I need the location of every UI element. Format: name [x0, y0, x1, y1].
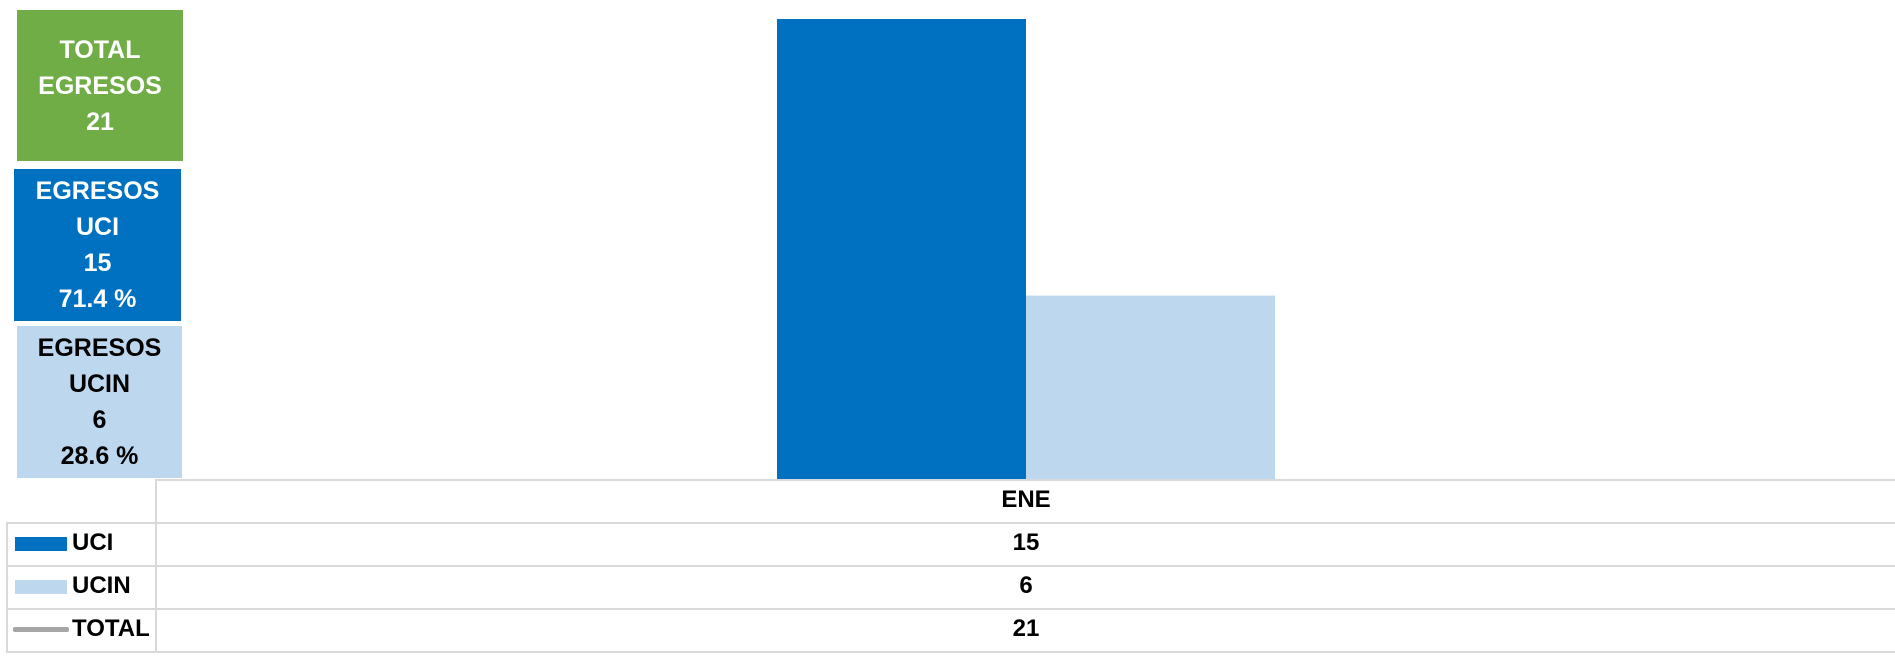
bar-chart	[777, 19, 1275, 480]
total-egresos-box: TOTAL EGRESOS 21	[17, 10, 183, 161]
bar-ucin-ene	[1026, 295, 1275, 480]
egresos-ucin-value: 6	[92, 406, 107, 434]
table-cell-uci-ene: 15	[1012, 529, 1040, 556]
egresos-uci-percent: 71.4 %	[58, 285, 137, 313]
table-row-border-3	[6, 608, 1895, 610]
total-egresos-value: 21	[86, 107, 114, 136]
table-header-ene: ENE	[1001, 486, 1051, 513]
total-egresos-line2: EGRESOS	[38, 71, 162, 100]
legend-key-uci	[15, 537, 67, 551]
egresos-ucin-percent: 28.6 %	[60, 442, 139, 470]
egresos-ucin-line1: EGRESOS	[37, 334, 162, 362]
table-row-border-2	[6, 565, 1895, 567]
egresos-ucin-box: EGRESOS UCIN 6 28.6 %	[17, 326, 182, 478]
table-row-border-1	[6, 522, 1895, 524]
total-egresos-line1: TOTAL	[59, 35, 141, 64]
egresos-uci-line2: UCI	[75, 213, 120, 241]
legend-label-ucin: UCIN	[72, 572, 131, 599]
table-bottom-border	[6, 651, 1895, 653]
bar-uci-ene	[777, 19, 1026, 480]
egresos-uci-box: EGRESOS UCI 15 71.4 %	[14, 169, 181, 321]
legend-key-total	[13, 627, 69, 632]
table-left-border	[6, 522, 8, 653]
legend-label-uci: UCI	[72, 529, 114, 556]
table-cell-total-ene: 21	[1012, 615, 1040, 642]
egresos-ucin-line2: UCIN	[68, 370, 131, 398]
egresos-uci-line1: EGRESOS	[35, 177, 160, 205]
egresos-uci-value: 15	[83, 249, 112, 277]
table-cell-ucin-ene: 6	[1019, 572, 1033, 599]
legend-key-ucin	[15, 580, 67, 594]
legend-label-total: TOTAL	[72, 615, 150, 642]
table-top-border	[155, 479, 1895, 481]
